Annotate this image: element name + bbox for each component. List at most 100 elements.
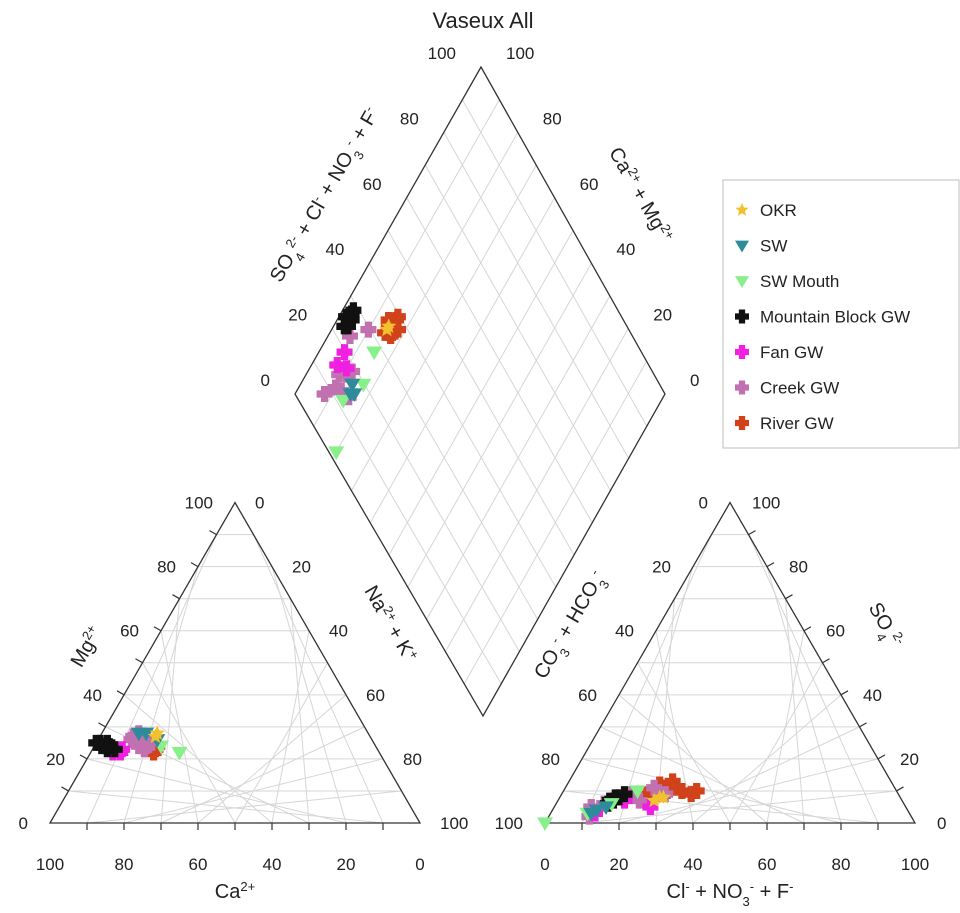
tick-label: 0 (261, 371, 270, 390)
point-diamond-mountain-block-gw (338, 308, 355, 325)
tick-label: 40 (329, 622, 348, 641)
diamond-grid-line (424, 164, 611, 491)
tick-mark (766, 562, 775, 568)
cation-bottom-axis-label: Ca2+ (215, 879, 255, 904)
tick-label: 20 (337, 855, 356, 874)
tick-label: 100 (752, 494, 780, 513)
tick-mark (79, 754, 88, 760)
anion-grid-line (618, 694, 768, 824)
point-diamond-creek-gw (327, 379, 344, 396)
tick-labels: 100 80 60 40 20 0 0 20 40 60 80 100 0 20 40 60 80 100 0 20 4… (19, 44, 947, 874)
tick-label: 80 (400, 109, 419, 128)
point-diamond-creek-gw (316, 386, 333, 402)
tick-label: 0 (255, 494, 264, 513)
tick-mark (896, 786, 904, 792)
point-cation-creek-gw (123, 731, 140, 748)
tick-label: 80 (115, 855, 134, 874)
tick-label: 100 (440, 814, 468, 833)
anion-grid-line (729, 662, 823, 824)
chart-title: Vaseux All (432, 8, 533, 33)
anion-grid-line (766, 566, 842, 824)
tick-label: 0 (699, 494, 708, 513)
legend-marker-okr (735, 203, 749, 216)
tick-label: 80 (789, 558, 808, 577)
tick-label: 80 (157, 558, 176, 577)
point-cation-creek-gw (143, 734, 160, 751)
data-points (88, 302, 705, 831)
tick-mark (748, 530, 756, 536)
legend: OKR SW SW Mouth Mountain Block GW Fan GW Cree… (722, 179, 960, 449)
tick-label: 20 (610, 855, 629, 874)
cation-right-axis-label: Na2+ + K+ (360, 581, 423, 666)
cation-grid-line (271, 566, 347, 824)
cation-grid-line (86, 758, 347, 824)
point-diamond-river-gw (389, 308, 406, 325)
tick-label: 100 (185, 494, 213, 513)
anion-grid-line (748, 534, 879, 824)
tick-label: 20 (288, 306, 307, 325)
point-cation-creek-gw (136, 741, 153, 758)
tick-label: 60 (826, 622, 845, 641)
diamond-grid-line (461, 99, 648, 427)
tick-mark (172, 594, 180, 600)
tick-label: 20 (46, 750, 65, 769)
anion-grid-line (766, 630, 805, 824)
anion-grid-line (581, 758, 842, 824)
tick-label: 60 (120, 622, 139, 641)
tick-label: 100 (495, 814, 523, 833)
point-diamond-sw (344, 378, 361, 393)
diamond-grid-line (369, 197, 556, 524)
tick-label: 80 (543, 109, 562, 128)
tick-mark (98, 722, 106, 728)
legend-marker-river-gw (735, 416, 749, 430)
anion-bottom-axis-label: Cl- + NO3- + F- (667, 879, 794, 909)
tick-label: 60 (580, 175, 599, 194)
tick-label: 0 (19, 814, 28, 833)
tick-label: 100 (506, 44, 534, 63)
diamond-right-axis-label: Ca2+ + Mg2+ (604, 142, 678, 246)
legend-marker-creek-gw (735, 380, 749, 395)
point-anion-sw (598, 801, 615, 815)
point-diamond-mountain-block-gw (345, 302, 362, 319)
point-anion-okr (646, 792, 662, 807)
cation-grid-line (142, 662, 236, 824)
tick-mark (135, 658, 143, 664)
cation-grid-line (253, 534, 384, 824)
cation-grid-line (123, 694, 273, 824)
point-anion-sw (588, 804, 605, 819)
tick-label: 0 (540, 855, 549, 874)
point-anion-fan-gw (642, 798, 659, 815)
point-cation-sw (130, 727, 147, 742)
anion-grid-line (637, 662, 731, 824)
point-diamond-fan-gw (336, 344, 353, 361)
tick-mark (61, 786, 69, 792)
point-cation-sw-mouth (171, 746, 188, 761)
tick-label: 20 (653, 306, 672, 325)
tick-label: 60 (578, 686, 597, 705)
point-cation-mountain-block-gw (93, 738, 110, 755)
point-anion-sw-mouth (537, 817, 553, 831)
tick-mark (190, 562, 199, 568)
tick-mark (785, 594, 793, 600)
tick-label: 100 (428, 44, 456, 63)
cation-grid-line (271, 630, 310, 824)
legend-label-mountain-block-gw: Mountain Block GW (760, 308, 910, 327)
point-diamond-sw-mouth (335, 394, 352, 409)
tick-label: 0 (415, 855, 424, 874)
legend-marker-sw-mouth (735, 276, 749, 288)
point-diamond-creek-gw (360, 321, 377, 338)
point-diamond-creek-gw (331, 366, 348, 383)
point-anion-mountain-block-gw (616, 786, 633, 803)
diamond-grid-line (387, 230, 575, 556)
point-anion-creek-gw (631, 792, 648, 809)
anion-grid-line (785, 598, 805, 824)
diamond-grid-line (350, 164, 537, 491)
tick-mark (822, 658, 830, 664)
tick-label: 40 (615, 622, 634, 641)
legend-box (722, 179, 960, 449)
tick-label: 0 (690, 371, 699, 390)
cation-grid-line (234, 662, 328, 824)
tick-label: 40 (616, 240, 635, 259)
diamond-grid-line (332, 132, 519, 459)
